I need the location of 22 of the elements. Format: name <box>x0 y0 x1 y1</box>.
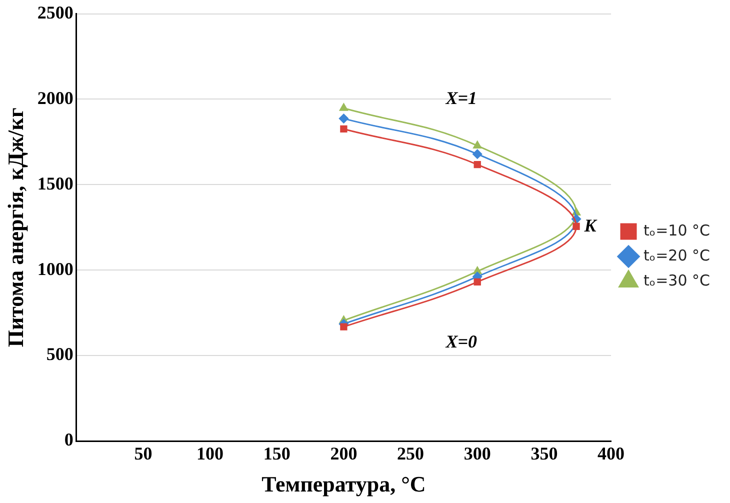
y-tick-label: 1000 <box>37 258 74 279</box>
annotation: X=0 <box>444 331 477 352</box>
legend-label: tₒ=20 °C <box>644 246 710 264</box>
annotation: X=1 <box>444 88 477 108</box>
y-tick-label: 500 <box>46 344 74 364</box>
x-tick-label: 50 <box>134 443 152 464</box>
x-tick-label: 350 <box>530 443 558 464</box>
y-tick-label: 1500 <box>37 173 74 194</box>
x-tick-label: 100 <box>196 443 224 464</box>
x-axis-title: Температура, °C <box>262 471 426 496</box>
annotation: K <box>583 216 598 236</box>
y-tick-label: 0 <box>64 430 74 450</box>
x-tick-label: 300 <box>464 443 491 464</box>
x-tick-label: 150 <box>263 443 290 464</box>
x-tick-label: 400 <box>598 443 625 464</box>
y-axis-title: Питома анергія, кДж/кг <box>2 108 28 348</box>
legend-label: tₒ=10 °C <box>644 221 710 240</box>
x-tick-label: 250 <box>397 443 424 464</box>
legend-label: tₒ=30 °C <box>644 271 710 290</box>
y-tick-label: 2500 <box>37 2 74 22</box>
x-tick-label: 200 <box>330 443 358 464</box>
y-tick-label: 2000 <box>37 88 74 108</box>
